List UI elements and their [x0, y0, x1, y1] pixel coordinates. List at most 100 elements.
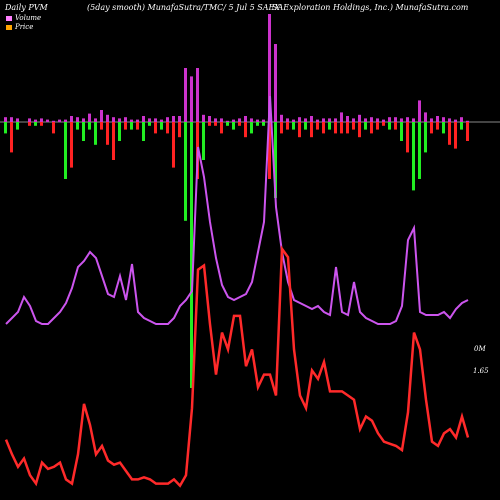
volume-bar-down: [328, 122, 331, 130]
volume-bar-down: [352, 122, 355, 130]
volume-bar-down: [316, 122, 319, 130]
volume-bar-up: [130, 119, 133, 122]
volume-bar-up: [136, 119, 139, 122]
volume-bar-up: [376, 118, 379, 122]
volume-bar-down: [370, 122, 373, 134]
volume-bar-up: [394, 117, 397, 122]
price-line: [4, 245, 470, 488]
volume-bar-up: [442, 117, 445, 122]
volume-bar-down: [388, 122, 391, 130]
volume-bar-down: [298, 122, 301, 138]
volume-bar-up: [256, 119, 259, 122]
volume-bar-down: [214, 122, 217, 126]
volume-bar-down: [346, 122, 349, 134]
volume-bar-down: [100, 122, 103, 130]
volume-bar-up: [328, 118, 331, 122]
volume-bar-down: [310, 122, 313, 138]
volume-bar-up: [268, 14, 271, 122]
volume-bar-up: [460, 117, 463, 122]
volume-bar-up: [10, 117, 13, 122]
volume-bar-up: [400, 118, 403, 122]
volume-bar-up: [112, 117, 115, 122]
volume-bar-up: [286, 118, 289, 122]
price-end-label: 1.65: [473, 367, 489, 375]
volume-bar-down: [334, 122, 337, 134]
volume-bar-down: [436, 122, 439, 130]
volume-bar-up: [280, 114, 283, 122]
volume-bar-up: [82, 118, 85, 122]
volume-bar-up: [274, 44, 277, 122]
volume-bar-up: [184, 68, 187, 122]
volume-bar-down: [244, 122, 247, 138]
volume-bar-down: [358, 122, 361, 138]
volume-bars: [4, 14, 469, 388]
volume-bar-up: [310, 116, 313, 122]
volume-bar-down: [322, 122, 325, 134]
volume-bar-up: [406, 117, 409, 122]
legend-item-volume: Volume: [6, 14, 41, 22]
volume-bar-down: [466, 122, 469, 141]
volume-bar-down: [154, 122, 157, 134]
legend-swatch-volume: [6, 15, 12, 21]
volume-line: [5, 95, 469, 325]
volume-bar-down: [52, 122, 55, 134]
volume-bar-up: [58, 119, 61, 122]
volume-bar-up: [148, 118, 151, 122]
volume-bar-up: [430, 118, 433, 122]
volume-bar-down: [250, 122, 253, 134]
volume-bar-down: [340, 122, 343, 134]
volume-bar-up: [100, 110, 103, 122]
volume-bar-up: [76, 117, 79, 122]
volume-bar-down: [232, 122, 235, 130]
volume-bar-down: [292, 122, 295, 130]
volume-bar-down: [424, 122, 427, 153]
volume-bar-up: [382, 119, 385, 122]
volume-bar-up: [70, 116, 73, 122]
volume-bar-up: [214, 118, 217, 122]
volume-bar-up: [352, 118, 355, 122]
volume-bar-up: [52, 120, 55, 122]
legend-label-volume: Volume: [15, 14, 42, 22]
volume-bar-up: [412, 118, 415, 122]
volume-bar-up: [196, 68, 199, 122]
volume-bar-up: [250, 118, 253, 122]
volume-bar-up: [220, 118, 223, 122]
volume-bar-down: [364, 122, 367, 130]
volume-bar-up: [244, 116, 247, 122]
volume-bar-up: [88, 113, 91, 122]
volume-bar-up: [304, 118, 307, 122]
volume-bar-down: [190, 122, 193, 388]
volume-bar-up: [124, 117, 127, 122]
volume-bar-up: [418, 100, 421, 122]
volume-bar-down: [376, 122, 379, 130]
volume-bar-down: [124, 122, 127, 130]
volume-bar-down: [256, 122, 259, 126]
volume-bar-down: [430, 122, 433, 134]
volume-bar-up: [298, 117, 301, 122]
volume-bar-down: [106, 122, 109, 145]
volume-bar-down: [70, 122, 73, 168]
volume-bar-up: [160, 119, 163, 122]
volume-bar-up: [28, 118, 31, 122]
volume-bar-up: [142, 116, 145, 122]
volume-bar-down: [112, 122, 115, 160]
volume-bar-up: [466, 120, 469, 122]
volume-bar-down: [454, 122, 457, 149]
volume-bar-up: [106, 114, 109, 122]
volume-bar-up: [388, 117, 391, 122]
volume-bar-down: [40, 122, 43, 126]
volume-end-label: 0M: [474, 345, 486, 353]
volume-bar-down: [142, 122, 145, 141]
volume-bar-up: [232, 119, 235, 122]
volume-bar-up: [172, 116, 175, 122]
legend-swatch-price: [6, 24, 12, 30]
volume-bar-down: [274, 122, 277, 198]
volume-bar-up: [202, 114, 205, 122]
volume-bar-up: [190, 76, 193, 122]
chart-title-mid: (5day smooth) MunafaSutra/TMC/ 5 Jul 5 S…: [87, 3, 281, 12]
volume-bar-up: [64, 119, 67, 122]
volume-bar-down: [268, 122, 271, 179]
volume-bar-up: [292, 119, 295, 122]
volume-bar-up: [454, 119, 457, 122]
volume-bar-down: [64, 122, 67, 179]
